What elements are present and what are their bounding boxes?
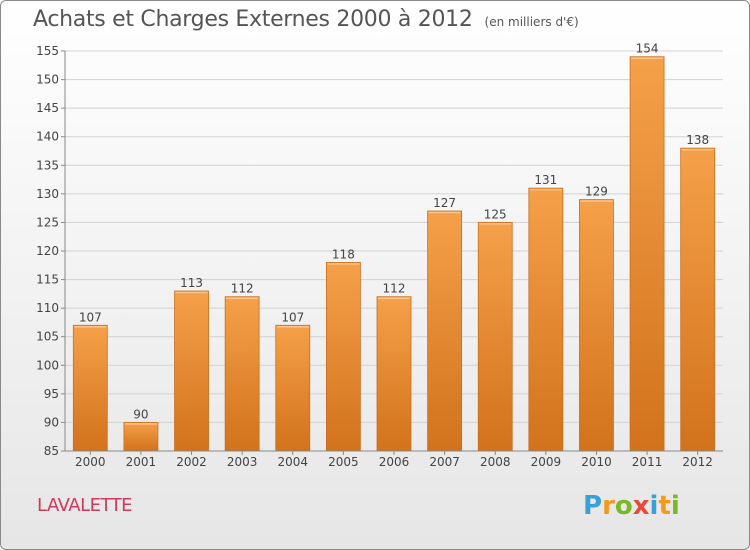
bar <box>325 262 361 452</box>
y-tick-label: 90 <box>44 415 59 429</box>
chart-subtitle: (en milliers d'€) <box>484 15 579 29</box>
y-tick-label: 115 <box>36 273 59 287</box>
logo-letter: i <box>649 491 659 521</box>
x-tick-label: 2004 <box>277 455 308 469</box>
x-axis: 2000 2001 2002 2003 2004 2005 2006 2007 2008 2009… <box>65 450 723 469</box>
y-tick-label: 95 <box>44 387 59 401</box>
x-tick-label: 2010 <box>581 455 612 469</box>
x-tick-label: 2003 <box>227 455 258 469</box>
y-tick-label: 140 <box>36 130 59 144</box>
bar <box>680 147 716 452</box>
logo-letter: r <box>602 491 615 521</box>
bar-data-label: 154 <box>636 42 659 56</box>
bar <box>224 296 260 452</box>
bar <box>579 199 614 452</box>
y-tick-label: 105 <box>36 330 59 344</box>
chart-title-text: Achats et Charges Externes 2000 à 2012 <box>33 7 473 32</box>
y-tick-label: 155 <box>36 44 59 58</box>
y-tick-label: 150 <box>36 73 59 87</box>
y-tick-label: 100 <box>36 358 59 372</box>
y-tick-label: 110 <box>36 301 59 315</box>
x-tick-label: 2000 <box>75 455 106 469</box>
logo-letter: t <box>658 491 671 521</box>
bar-data-label: 138 <box>686 133 709 147</box>
x-tick-label: 2011 <box>632 455 663 469</box>
bar <box>275 324 311 452</box>
x-tick-label: 2002 <box>176 455 207 469</box>
bar-data-label: 131 <box>534 173 557 187</box>
bar-data-label: 118 <box>332 247 355 261</box>
x-tick-label: 2008 <box>480 455 511 469</box>
bar-data-label: 107 <box>79 310 102 324</box>
x-tick-label: 2007 <box>429 455 460 469</box>
proxiti-logo: Proxiti <box>583 491 680 521</box>
y-tick-label: 125 <box>36 215 59 229</box>
logo-letter: i <box>670 491 680 521</box>
bar <box>376 296 412 452</box>
logo-letter: P <box>583 491 603 521</box>
logo-letter: x <box>632 491 650 521</box>
bar <box>477 222 513 452</box>
bar <box>528 187 564 452</box>
bar-data-label: 125 <box>484 207 507 221</box>
bar <box>629 56 665 452</box>
bar-data-label: 129 <box>585 185 608 199</box>
bar-data-label: 112 <box>231 282 254 296</box>
bar-data-label: 90 <box>133 407 148 421</box>
x-tick-label: 2005 <box>328 455 359 469</box>
bar-data-label: 127 <box>433 196 456 210</box>
bar-data-label: 113 <box>180 276 203 290</box>
logo-letter: o <box>614 491 633 521</box>
y-tick-label: 85 <box>44 444 59 458</box>
y-tick-label: 145 <box>36 101 59 115</box>
bar-data-label: 112 <box>383 282 406 296</box>
y-axis: 85 90 95 100 105 110 115 120 125 130 135 140 145 150 1… <box>36 44 66 458</box>
chart-title: Achats et Charges Externes 2000 à 2012 (e… <box>33 7 579 32</box>
y-tick-label: 135 <box>36 158 59 172</box>
bar <box>72 324 108 452</box>
y-tick-label: 120 <box>36 244 59 258</box>
bars: 107 90 113 112 107 118 112 127 125 131 129 154 138 <box>72 42 716 452</box>
bar <box>123 422 159 452</box>
place-name: LAVALETTE <box>37 495 133 516</box>
bar <box>174 290 209 452</box>
y-tick-label: 130 <box>36 187 59 201</box>
bar-data-label: 107 <box>281 310 304 324</box>
x-tick-label: 2009 <box>531 455 562 469</box>
x-tick-label: 2001 <box>126 455 157 469</box>
x-tick-label: 2006 <box>379 455 410 469</box>
bar <box>427 210 463 452</box>
x-tick-label: 2012 <box>682 455 713 469</box>
